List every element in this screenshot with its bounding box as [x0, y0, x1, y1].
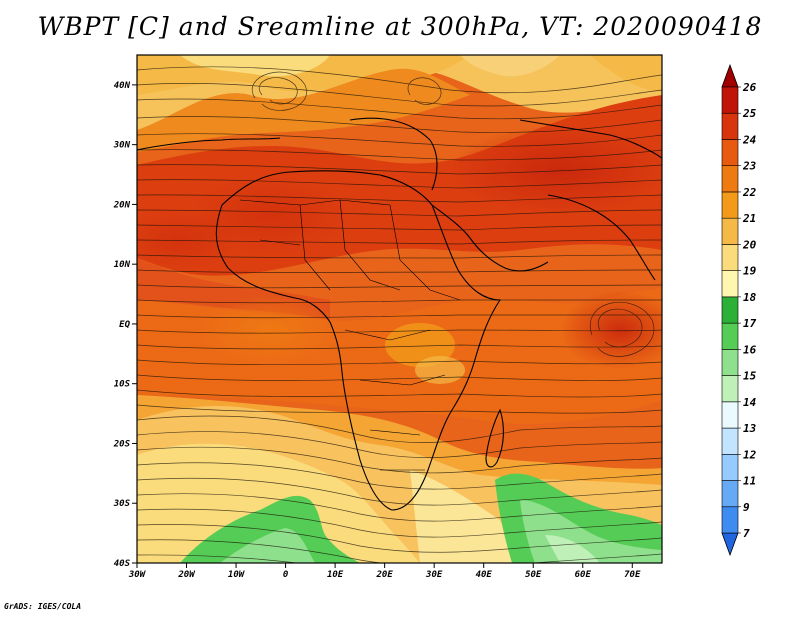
colorbar-label: 7 — [743, 527, 750, 540]
colorbar-legend: 7 9 11 12 13 14 15 16 17 18 19 20 21 22 23 24 25 26 — [721, 63, 757, 557]
lat-tick-label: 30S — [113, 499, 131, 509]
colorbar-swatch — [721, 453, 739, 481]
lat-tick-label: 20S — [113, 439, 131, 449]
colorbar-swatch — [721, 112, 739, 140]
colorbar-label: 15 — [743, 370, 757, 383]
colorbar-swatch — [721, 480, 739, 508]
colorbar-swatch — [721, 375, 739, 403]
lat-tick-label: EQ — [119, 320, 130, 330]
colorbar-label: 9 — [743, 501, 750, 514]
colorbar-swatch — [721, 165, 739, 193]
lon-tick-label: 10W — [228, 570, 246, 580]
colorbar-label: 25 — [742, 107, 757, 120]
colorbar-swatch — [721, 191, 739, 219]
longitude-axis: 30W 20W 10W 0 10E 20E 30E 40E 50E 60E 70E — [128, 563, 641, 580]
colorbar-min-arrow — [721, 532, 739, 557]
colorbar-swatch — [721, 296, 739, 324]
map-frame — [136, 54, 663, 564]
colorbar-max-arrow — [721, 63, 739, 88]
colorbar-label: 26 — [742, 81, 757, 94]
coastlines — [137, 117, 662, 511]
colorbar-swatch — [721, 217, 739, 245]
latitude-axis: 40N 30N 20N 10N EQ 10S 20S 30S 40S — [113, 81, 137, 569]
colorbar-label: 20 — [742, 238, 757, 251]
colorbar-label: 24 — [742, 133, 757, 146]
colorbar-label: 22 — [742, 186, 757, 199]
lon-tick-label: 20E — [376, 570, 394, 580]
colorbar-label: 14 — [743, 396, 757, 409]
lat-tick-label: 20N — [113, 200, 131, 210]
colorbar-swatch — [721, 349, 739, 376]
lon-tick-label: 50E — [525, 570, 542, 580]
colorbar-swatch — [721, 401, 739, 429]
colorbar-label: 13 — [743, 422, 757, 435]
lat-tick-label: 40N — [114, 81, 131, 91]
colorbar-label: 21 — [742, 212, 756, 225]
lon-tick-label: 30E — [425, 570, 443, 580]
grads-credit: GrADS: IGES/COLA — [4, 602, 82, 611]
wbpt-field — [137, 55, 662, 563]
lat-tick-label: 10N — [114, 260, 131, 270]
lon-tick-label: 0 — [283, 570, 289, 580]
colorbar-label: 16 — [743, 343, 757, 356]
colorbar-label: 23 — [742, 160, 757, 173]
colorbar-label: 17 — [743, 317, 757, 330]
colorbar-label: 11 — [743, 475, 756, 488]
lon-tick-label: 10E — [327, 570, 344, 580]
colorbar-label: 12 — [743, 448, 757, 461]
country-borders — [239, 199, 461, 471]
lat-tick-label: 10S — [114, 380, 131, 390]
lon-tick-label: 30W — [128, 570, 147, 580]
lat-tick-label: 40S — [114, 559, 131, 569]
lat-tick-label: 30N — [113, 141, 131, 151]
colorbar-swatch — [721, 427, 739, 455]
colorbar-swatch — [721, 322, 739, 350]
lon-tick-label: 60E — [575, 570, 592, 580]
lon-tick-label: 20W — [177, 570, 196, 580]
lon-tick-label: 70E — [624, 570, 641, 580]
lon-tick-label: 40E — [476, 570, 493, 580]
map-title: WBPT [C] and Sreamline at 300hPa, VT: 20… — [37, 12, 763, 41]
colorbar-swatch — [721, 270, 739, 298]
colorbar-swatch — [721, 244, 739, 271]
colorbar-label: 18 — [743, 291, 757, 304]
colorbar-swatch — [721, 506, 739, 534]
colorbar-label: 19 — [743, 265, 757, 278]
colorbar-swatch — [721, 139, 739, 167]
colorbar-swatch — [721, 86, 739, 114]
